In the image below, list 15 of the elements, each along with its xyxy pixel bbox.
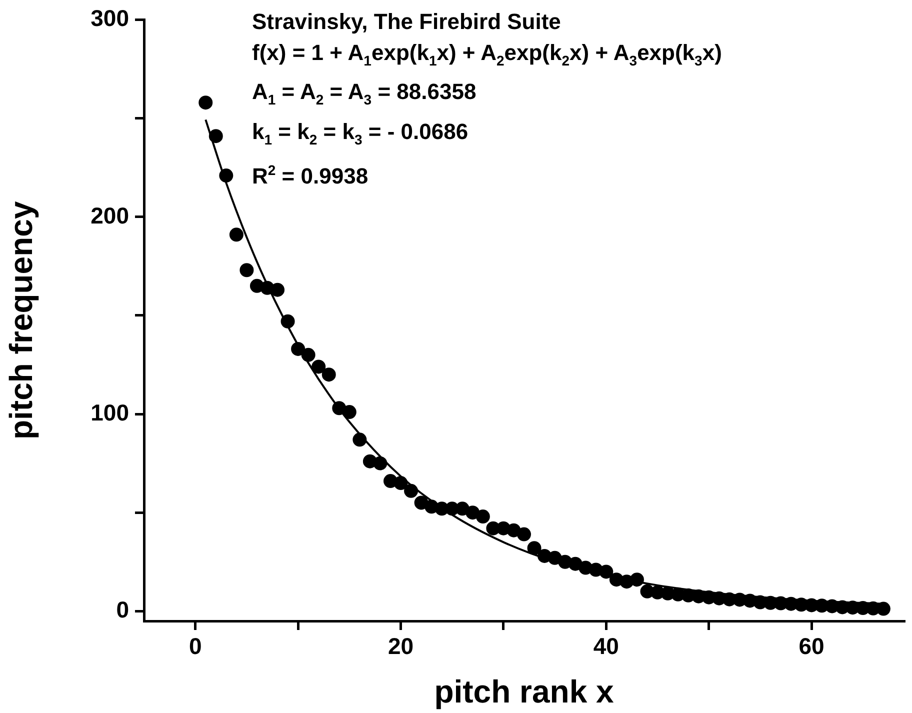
y-tick-label: 0 [116,596,129,622]
annotation: k$_{1}$ = k$_{2}$ = k$_{3}$ = - 0.0686 [252,118,470,150]
x-tick-label: 0 [188,633,202,660]
annotation: R$^{2}$ = 0.9938 [252,161,370,190]
y-tick-label: 200 [90,202,129,228]
annotation: Stravinsky, The Firebird Suite [252,8,562,36]
x-tick-label: 40 [593,633,619,660]
x-axis-title: pitch rank x [434,674,614,710]
x-tick-label: 60 [798,633,824,660]
x-tick-label: 20 [388,633,414,660]
annotation: A$_{1}$ = A$_{2}$ = A$_{3}$ = 88.6358 [252,78,478,110]
y-axis-title: pitch frequency [3,201,40,440]
text: f(x) = 1 + A$_{1}$exp(k$_{1}$x) + A$_{2}$exp(k$_{2}$x) + A$_{3}$exp(k$_{3}$x) [252,40,722,68]
y-tick-label: 100 [90,399,129,426]
y-tick-label: 300 [90,5,129,32]
